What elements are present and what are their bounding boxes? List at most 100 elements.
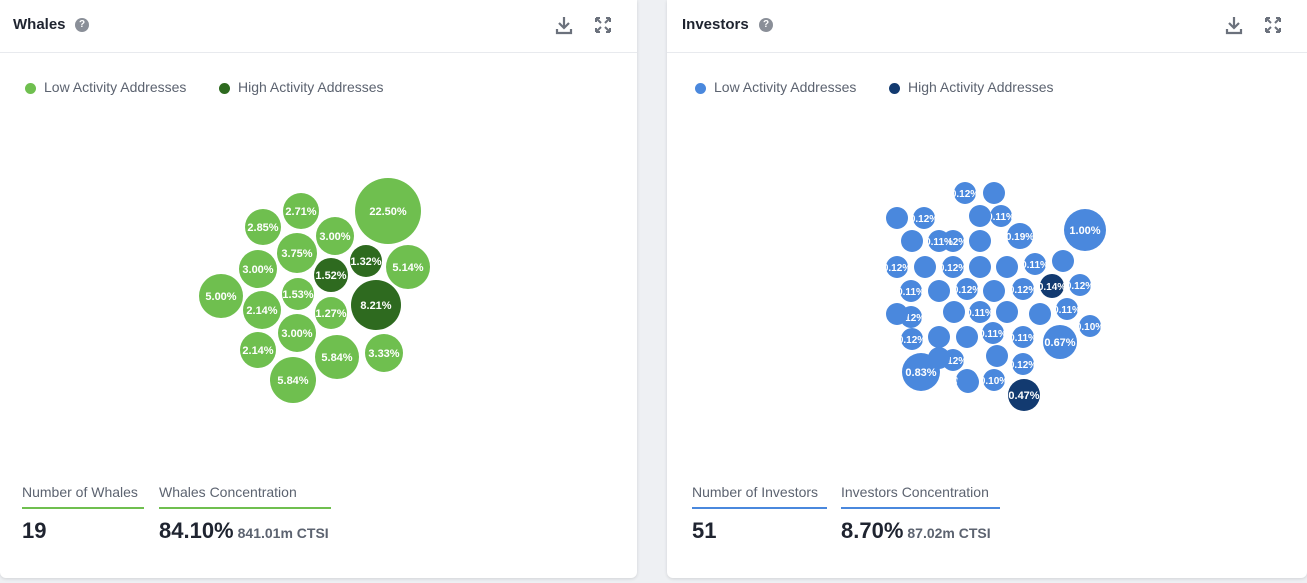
bubble-label: 0.12% (898, 335, 926, 346)
bubble-low-activity[interactable] (982, 322, 1004, 344)
bubble-low-activity[interactable] (1012, 278, 1034, 300)
bubble-low-activity[interactable] (1007, 223, 1033, 249)
bubble-low-activity[interactable] (278, 314, 316, 352)
bubble-low-activity[interactable] (983, 280, 1005, 302)
expand-icon[interactable] (593, 15, 613, 35)
bubble-low-activity[interactable] (1012, 326, 1034, 348)
bubble-low-activity[interactable] (986, 345, 1008, 367)
bubble-low-activity[interactable] (1056, 298, 1078, 320)
bubble-label: 3.00% (319, 231, 350, 243)
bubble-low-activity[interactable] (969, 205, 991, 227)
investors-count-value: 51 (692, 518, 717, 543)
bubble-high-activity[interactable] (1008, 379, 1040, 411)
bubble-low-activity[interactable] (943, 301, 965, 323)
bubble-low-activity[interactable] (365, 334, 403, 372)
bubble-low-activity[interactable] (1024, 253, 1046, 275)
bubble-label: 0.47% (1008, 390, 1039, 402)
bubble-low-activity[interactable] (913, 207, 935, 229)
bubble-low-activity[interactable] (957, 371, 979, 393)
bubble-low-activity[interactable] (990, 205, 1012, 227)
panel-header: Investors ? (667, 0, 1307, 53)
bubble-label: 0.14% (1038, 282, 1066, 293)
bubble-low-activity[interactable] (886, 207, 908, 229)
bubble-low-activity[interactable] (956, 326, 978, 348)
bubble-low-activity[interactable] (199, 274, 243, 318)
whales-bubble-chart: 22.50% 5.84% 5.84% 5.14% 5.00% 3.33% 3.00% 3.00… (199, 178, 430, 403)
investors-bubble-chart: 1.00% 0.83% 0.67% 0.19% 0.12% 0.12% 0.12% 0.12%… (883, 182, 1106, 411)
bubble-low-activity[interactable] (277, 233, 317, 273)
bubble-low-activity[interactable] (928, 326, 950, 348)
whales-concentration-label: Whales Concentration (159, 484, 297, 500)
bubble-low-activity[interactable] (1012, 353, 1034, 375)
bubble-low-activity[interactable] (245, 209, 281, 245)
panel-header: Whales ? (0, 0, 637, 53)
bubble-low-activity[interactable] (928, 230, 950, 252)
bubble-low-activity[interactable] (1052, 250, 1074, 272)
bubble-low-activity[interactable] (1064, 209, 1106, 251)
legend-label-low: Low Activity Addresses (44, 79, 187, 95)
bubble-low-activity[interactable] (886, 256, 908, 278)
bubble-low-activity[interactable] (1079, 315, 1101, 337)
bubble-low-activity[interactable] (942, 256, 964, 278)
bubble-low-activity[interactable] (996, 256, 1018, 278)
bubble-low-activity[interactable] (983, 369, 1005, 391)
legend-dot-low (695, 83, 706, 94)
bubble-high-activity[interactable] (351, 280, 401, 330)
bubble-high-activity[interactable] (314, 258, 348, 292)
bubble-label: 0.83% (905, 367, 936, 379)
investors-concentration-label: Investors Concentration (841, 484, 989, 500)
expand-icon[interactable] (1263, 15, 1283, 35)
bubble-low-activity[interactable] (386, 245, 430, 289)
bubble-low-activity[interactable] (243, 291, 281, 329)
bubble-low-activity[interactable] (969, 230, 991, 252)
help-icon[interactable]: ? (759, 18, 773, 32)
bubble-low-activity[interactable] (1029, 303, 1051, 325)
bubble-label: 5.00% (205, 291, 236, 303)
bubble-low-activity[interactable] (316, 217, 354, 255)
bubble-label: 1.27% (315, 308, 346, 320)
bubble-high-activity[interactable] (350, 245, 382, 277)
bubble-label: 0.12% (1009, 360, 1037, 371)
bubble-low-activity[interactable] (901, 230, 923, 252)
bubble-low-activity[interactable] (355, 178, 421, 244)
bubble-low-activity[interactable] (282, 278, 314, 310)
bubble-low-activity[interactable] (315, 335, 359, 379)
bubble-low-activity[interactable] (901, 328, 923, 350)
bubble-label: 0.12% (939, 263, 967, 274)
investors-count-underline (692, 507, 827, 509)
bubble-label: 5.14% (392, 262, 423, 274)
bubble-label: 0.12% (953, 285, 981, 296)
bubble-low-activity[interactable] (996, 301, 1018, 323)
bubble-high-activity[interactable] (1040, 274, 1064, 298)
bubble-label: 0.11% (979, 329, 1007, 340)
bubble-low-activity[interactable] (270, 357, 316, 403)
bubble-low-activity[interactable] (239, 250, 277, 288)
bubble-low-activity[interactable] (283, 193, 319, 229)
bubble-label: 8.21% (360, 300, 391, 312)
download-icon[interactable] (554, 15, 574, 35)
bubble-low-activity[interactable] (928, 280, 950, 302)
whales-concentration-percent: 84.10% (159, 518, 234, 543)
bubble-low-activity[interactable] (1043, 325, 1077, 359)
bubble-low-activity[interactable] (954, 182, 976, 204)
bubble-label: 0.11% (1009, 333, 1037, 344)
bubble-label: 0.19% (1006, 232, 1034, 243)
bubble-low-activity[interactable] (1069, 274, 1091, 296)
investors-concentration-percent: 8.70% (841, 518, 904, 543)
bubble-low-activity[interactable] (315, 297, 347, 329)
bubble-low-activity[interactable] (900, 280, 922, 302)
legend-dot-low (25, 83, 36, 94)
bubble-low-activity[interactable] (983, 182, 1005, 204)
bubble-low-activity[interactable] (928, 347, 950, 369)
bubble-label: 0.11% (897, 287, 925, 298)
download-icon[interactable] (1224, 15, 1244, 35)
help-icon[interactable]: ? (75, 18, 89, 32)
bubble-label: 3.33% (368, 348, 399, 360)
bubble-low-activity[interactable] (956, 278, 978, 300)
bubble-label: 22.50% (369, 206, 407, 218)
bubble-low-activity[interactable] (886, 303, 908, 325)
bubble-low-activity[interactable] (240, 332, 276, 368)
bubble-low-activity[interactable] (914, 256, 936, 278)
bubble-low-activity[interactable] (969, 301, 991, 323)
bubble-low-activity[interactable] (969, 256, 991, 278)
